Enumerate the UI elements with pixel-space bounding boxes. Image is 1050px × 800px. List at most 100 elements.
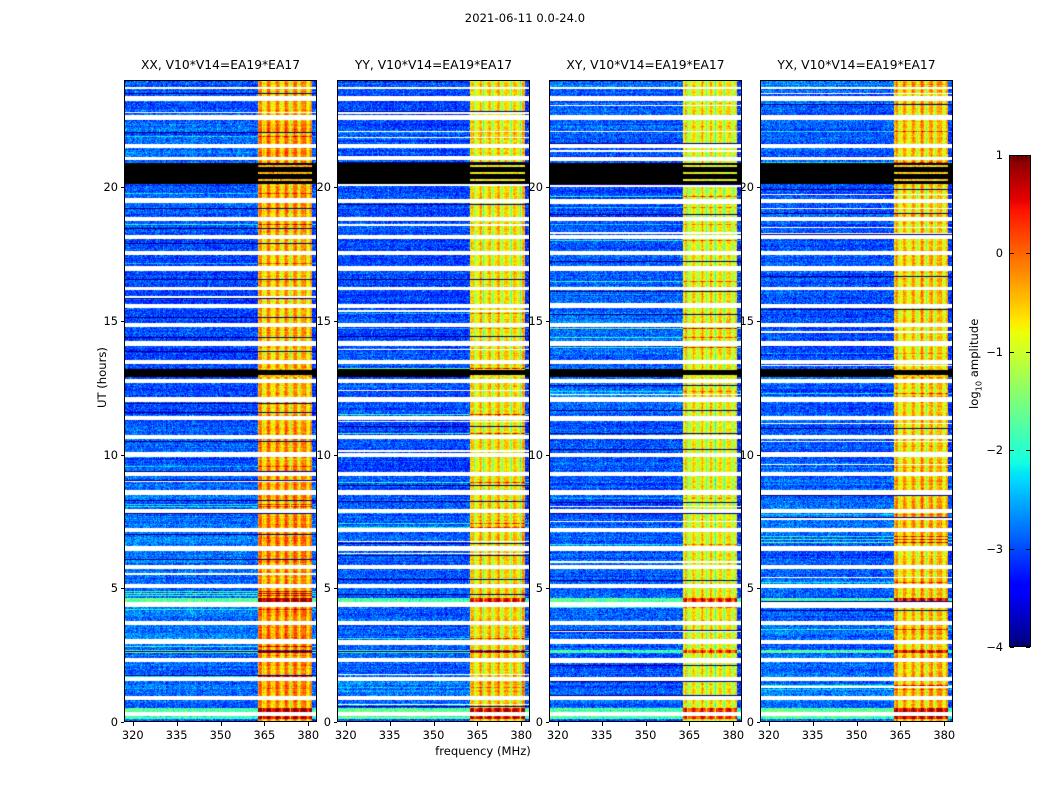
panel-title-yx: YX, V10*V14=EA19*EA17 <box>777 58 936 72</box>
x-tick-label: 365 <box>678 728 701 742</box>
x-tickmark <box>477 722 479 726</box>
x-tick-label: 350 <box>845 728 868 742</box>
colorbar-tick-label: 0 <box>995 246 1003 261</box>
x-tickmark <box>733 722 735 726</box>
y-tickmark <box>756 320 760 322</box>
y-tickmark <box>756 454 760 456</box>
spectrogram-image-yx <box>761 81 952 721</box>
x-tickmark <box>601 722 603 726</box>
x-tick-label: 320 <box>334 728 357 742</box>
x-tickmark <box>900 722 902 726</box>
x-tickmark <box>345 722 347 726</box>
x-tickmark <box>944 722 946 726</box>
x-tick-label: 320 <box>121 728 144 742</box>
y-tickmark <box>333 320 337 322</box>
colorbar-tickmark <box>1010 253 1014 255</box>
spectrogram-axes-yy[interactable] <box>337 80 530 722</box>
colorbar-tick-label: 1 <box>995 148 1003 162</box>
spectrogram-axes-yx[interactable] <box>760 80 953 722</box>
y-tick-label: 0 <box>535 715 543 729</box>
y-tick-label: 5 <box>746 581 754 596</box>
y-tick-label: 20 <box>316 180 332 194</box>
x-tickmark <box>856 722 858 726</box>
y-tickmark <box>545 320 549 322</box>
y-tickmark <box>756 722 760 723</box>
y-tick-label: 15 <box>739 313 755 328</box>
x-tick-label: 365 <box>253 728 276 742</box>
colorbar-tickmark <box>1010 548 1014 550</box>
x-tick-label: 380 <box>722 728 745 742</box>
y-tick-label: 10 <box>103 447 119 462</box>
x-tick-label: 320 <box>757 728 780 742</box>
x-axis-label: frequency (MHz) <box>435 744 531 758</box>
x-tickmark <box>220 722 222 726</box>
colorbar-tickmark <box>1026 253 1030 255</box>
x-tickmark <box>389 722 391 726</box>
y-tickmark <box>120 320 124 322</box>
x-tickmark <box>557 722 559 726</box>
y-tick-label: 10 <box>316 447 332 462</box>
x-tick-label: 365 <box>466 728 489 742</box>
x-tick-label: 365 <box>889 728 912 742</box>
colorbar-tickmark <box>1026 548 1030 550</box>
x-tickmark <box>812 722 814 726</box>
figure-suptitle: 2021-06-11 0.0-24.0 <box>464 11 586 25</box>
spectrogram-image-xy <box>550 81 741 721</box>
colorbar-tickmark <box>1026 351 1030 353</box>
colorbar-tick-label: −4 <box>986 640 1003 654</box>
colorbar-label: log10 amplitude <box>967 318 984 410</box>
x-tick-label: 335 <box>378 728 401 742</box>
spectrogram-image-xx <box>125 81 316 721</box>
panel-title-yy: YY, V10*V14=EA19*EA17 <box>354 58 513 72</box>
colorbar-tick-label: −1 <box>986 344 1003 359</box>
x-tickmark <box>308 722 310 726</box>
x-tick-label: 380 <box>297 728 320 742</box>
y-tick-label: 20 <box>739 180 755 194</box>
y-tickmark <box>756 187 760 188</box>
y-tickmark <box>120 454 124 456</box>
colorbar-tickmark <box>1026 450 1030 452</box>
colorbar-gradient <box>1009 155 1031 647</box>
y-tick-label: 15 <box>103 313 119 328</box>
x-tick-label: 335 <box>590 728 613 742</box>
spectrogram-axes-xy[interactable] <box>549 80 742 722</box>
colorbar-tick-label: −2 <box>986 443 1003 458</box>
x-tick-label: 380 <box>933 728 956 742</box>
x-tickmark <box>645 722 647 726</box>
x-tick-label: 380 <box>510 728 533 742</box>
y-tickmark <box>545 722 549 723</box>
colorbar-tickmark <box>1010 351 1014 353</box>
y-tick-label: 10 <box>739 447 755 462</box>
y-tick-label: 0 <box>323 715 331 729</box>
y-tick-label: 0 <box>110 715 118 729</box>
y-tickmark <box>333 722 337 723</box>
x-tickmark <box>768 722 770 726</box>
colorbar-tick-label: −3 <box>986 541 1003 556</box>
y-tickmark <box>333 454 337 456</box>
x-tickmark <box>132 722 134 726</box>
x-tick-label: 335 <box>165 728 188 742</box>
y-tick-label: 20 <box>103 180 119 194</box>
spectrogram-axes-xx[interactable] <box>124 80 317 722</box>
x-tickmark <box>176 722 178 726</box>
spectrogram-image-yy <box>338 81 529 721</box>
y-tick-label: 5 <box>535 581 543 596</box>
x-tick-label: 320 <box>546 728 569 742</box>
panel-title-xx: XX, V10*V14=EA19*EA17 <box>140 58 301 72</box>
colorbar-tickmark <box>1010 450 1014 452</box>
y-tickmark <box>120 722 124 723</box>
x-tick-label: 335 <box>801 728 824 742</box>
y-tick-label: 15 <box>528 313 544 328</box>
y-tick-label: 5 <box>110 581 118 596</box>
y-tick-label: 10 <box>528 447 544 462</box>
y-tickmark <box>120 187 124 188</box>
x-tick-label: 350 <box>634 728 657 742</box>
x-tickmark <box>264 722 266 726</box>
y-tickmark <box>545 588 549 590</box>
y-axis-label: UT (hours) <box>95 347 109 408</box>
colorbar-tickmark <box>1026 155 1030 156</box>
x-tickmark <box>689 722 691 726</box>
y-tickmark <box>333 588 337 590</box>
panel-title-xy: XY, V10*V14=EA19*EA17 <box>566 58 725 72</box>
